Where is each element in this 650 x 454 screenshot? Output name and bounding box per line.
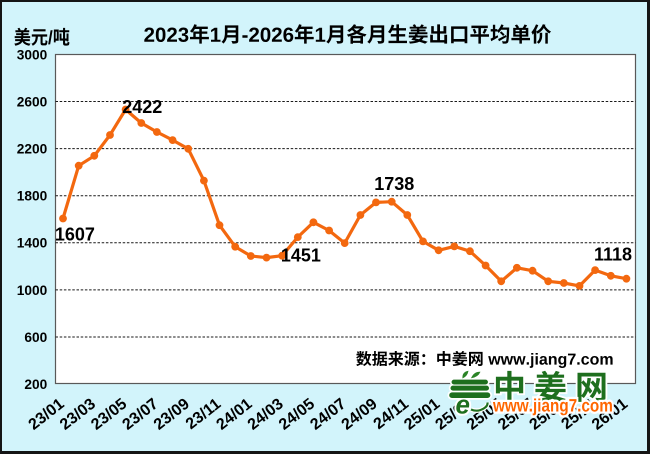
svg-text:1000: 1000: [17, 283, 48, 298]
svg-text:24/01: 24/01: [213, 395, 255, 433]
svg-text:1118: 1118: [594, 245, 632, 265]
svg-text:24/03: 24/03: [245, 395, 287, 433]
svg-text:23/09: 23/09: [151, 395, 193, 433]
svg-text:1451: 1451: [281, 246, 321, 266]
svg-text:2600: 2600: [17, 94, 48, 109]
svg-text:23/01: 23/01: [26, 395, 68, 433]
svg-text:2422: 2422: [122, 97, 162, 117]
svg-text:23/07: 23/07: [120, 395, 162, 433]
svg-text:25/01: 25/01: [401, 395, 443, 433]
svg-text:3000: 3000: [17, 47, 48, 62]
svg-text:600: 600: [24, 330, 47, 345]
svg-text:24/05: 24/05: [276, 395, 318, 433]
svg-text:24/07: 24/07: [307, 395, 349, 433]
svg-text:200: 200: [24, 377, 47, 392]
svg-text:1800: 1800: [17, 189, 48, 204]
svg-text:1738: 1738: [374, 174, 414, 194]
svg-text:24/09: 24/09: [339, 395, 381, 433]
svg-text:23/05: 23/05: [88, 395, 130, 433]
svg-text:23/03: 23/03: [57, 395, 99, 433]
svg-text:1607: 1607: [55, 225, 95, 245]
svg-text:2200: 2200: [17, 142, 48, 157]
svg-text:1400: 1400: [17, 236, 48, 251]
